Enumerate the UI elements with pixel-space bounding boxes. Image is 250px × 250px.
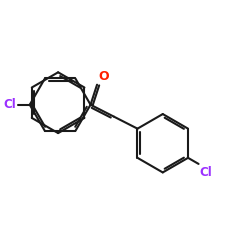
Text: Cl: Cl: [200, 166, 212, 179]
Text: O: O: [99, 70, 109, 83]
Text: Cl: Cl: [4, 98, 16, 111]
